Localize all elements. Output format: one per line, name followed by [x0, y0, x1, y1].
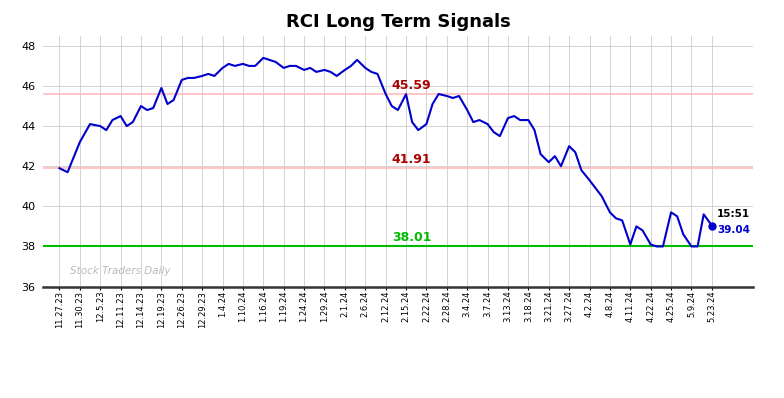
- Text: 39.04: 39.04: [717, 224, 750, 234]
- Text: Stock Traders Daily: Stock Traders Daily: [70, 265, 170, 275]
- Text: 41.91: 41.91: [392, 152, 431, 166]
- Text: 45.59: 45.59: [392, 79, 431, 92]
- Text: 15:51: 15:51: [717, 209, 750, 219]
- Text: 38.01: 38.01: [392, 231, 431, 244]
- Title: RCI Long Term Signals: RCI Long Term Signals: [285, 14, 510, 31]
